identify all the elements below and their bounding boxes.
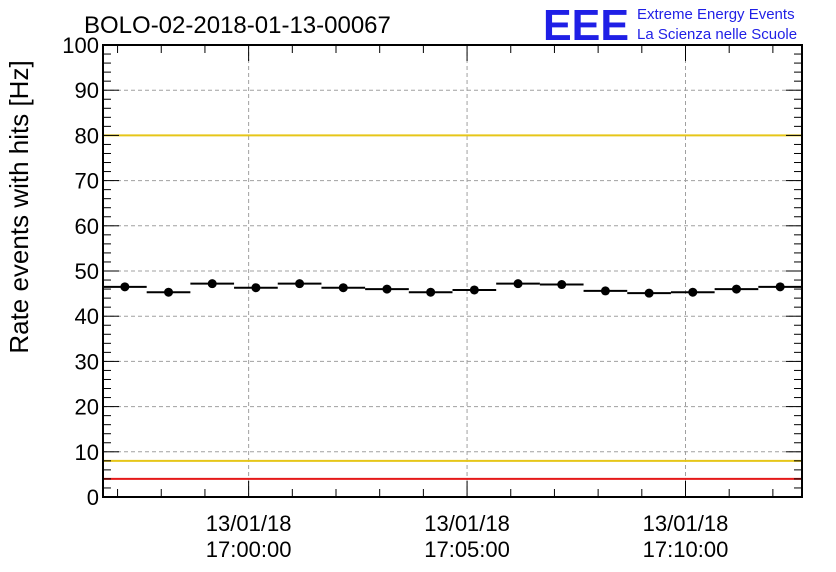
x-tick-label-time: 17:05:00 bbox=[424, 537, 510, 562]
axis-ticks bbox=[103, 44, 802, 498]
data-point-marker bbox=[688, 287, 698, 297]
x-tick-label-date: 13/01/18 bbox=[643, 511, 729, 536]
x-tick-label-date: 13/01/18 bbox=[424, 511, 510, 536]
chart-title: BOLO-02-2018-01-13-00067 bbox=[84, 12, 391, 39]
grid bbox=[103, 45, 802, 497]
data-point-marker bbox=[338, 283, 348, 293]
y-tick-label: 90 bbox=[75, 78, 99, 103]
data-point bbox=[190, 279, 235, 289]
data-point-marker bbox=[295, 279, 305, 289]
y-tick-label: 0 bbox=[87, 485, 99, 510]
data-point-marker bbox=[251, 283, 261, 293]
data-point-marker bbox=[731, 284, 741, 294]
data-points bbox=[103, 279, 802, 298]
data-point-marker bbox=[120, 282, 130, 292]
data-point bbox=[277, 279, 322, 289]
y-tick-label: 30 bbox=[75, 349, 99, 374]
y-tick-label: 10 bbox=[75, 440, 99, 465]
data-point bbox=[452, 285, 497, 295]
eee-logo-line1: Extreme Energy Events bbox=[637, 6, 795, 23]
data-point-marker bbox=[644, 288, 654, 298]
data-point-marker bbox=[557, 280, 567, 290]
y-tick-label: 20 bbox=[75, 395, 99, 420]
eee-logo: EEE Extreme Energy Events La Scienza nel… bbox=[543, 1, 797, 50]
data-point bbox=[758, 282, 802, 292]
y-tick-label: 50 bbox=[75, 259, 99, 284]
x-tick-label-date: 13/01/18 bbox=[206, 511, 292, 536]
y-tick-label: 60 bbox=[75, 214, 99, 239]
y-tick-label: 40 bbox=[75, 304, 99, 329]
data-point bbox=[583, 286, 628, 296]
data-point-marker bbox=[382, 284, 392, 294]
y-tick-label: 100 bbox=[62, 33, 99, 58]
data-point bbox=[103, 282, 147, 292]
x-tick-labels: 13/01/1817:00:0013/01/1817:05:0013/01/18… bbox=[206, 511, 729, 562]
data-point-marker bbox=[426, 287, 436, 297]
eee-logo-mark: EEE bbox=[543, 1, 629, 50]
y-axis-label: Rate events with hits [Hz] bbox=[4, 60, 34, 353]
reference-lines bbox=[103, 44, 802, 480]
data-point bbox=[146, 287, 191, 297]
data-point bbox=[714, 284, 759, 294]
data-point bbox=[539, 280, 584, 290]
data-point bbox=[365, 284, 409, 294]
data-point-marker bbox=[469, 285, 479, 295]
x-tick-label-time: 17:10:00 bbox=[643, 537, 729, 562]
data-point bbox=[408, 287, 453, 297]
plot-frame bbox=[102, 44, 803, 498]
data-point bbox=[627, 288, 671, 298]
data-point bbox=[321, 283, 366, 293]
eee-logo-line2: La Scienza nelle Scuole bbox=[637, 26, 797, 43]
data-point-marker bbox=[513, 279, 523, 289]
x-tick-label-time: 17:00:00 bbox=[206, 537, 292, 562]
data-point bbox=[496, 279, 540, 289]
y-tick-label: 70 bbox=[75, 169, 99, 194]
data-point-marker bbox=[775, 282, 785, 292]
data-point-marker bbox=[164, 287, 174, 297]
data-point-marker bbox=[207, 279, 217, 289]
y-tick-label: 80 bbox=[75, 123, 99, 148]
y-tick-labels: 0 10 20 30 40 50 60 70 80 90 100 bbox=[62, 33, 99, 510]
data-point bbox=[670, 287, 715, 297]
data-point bbox=[234, 283, 278, 293]
data-point-marker bbox=[600, 286, 610, 296]
